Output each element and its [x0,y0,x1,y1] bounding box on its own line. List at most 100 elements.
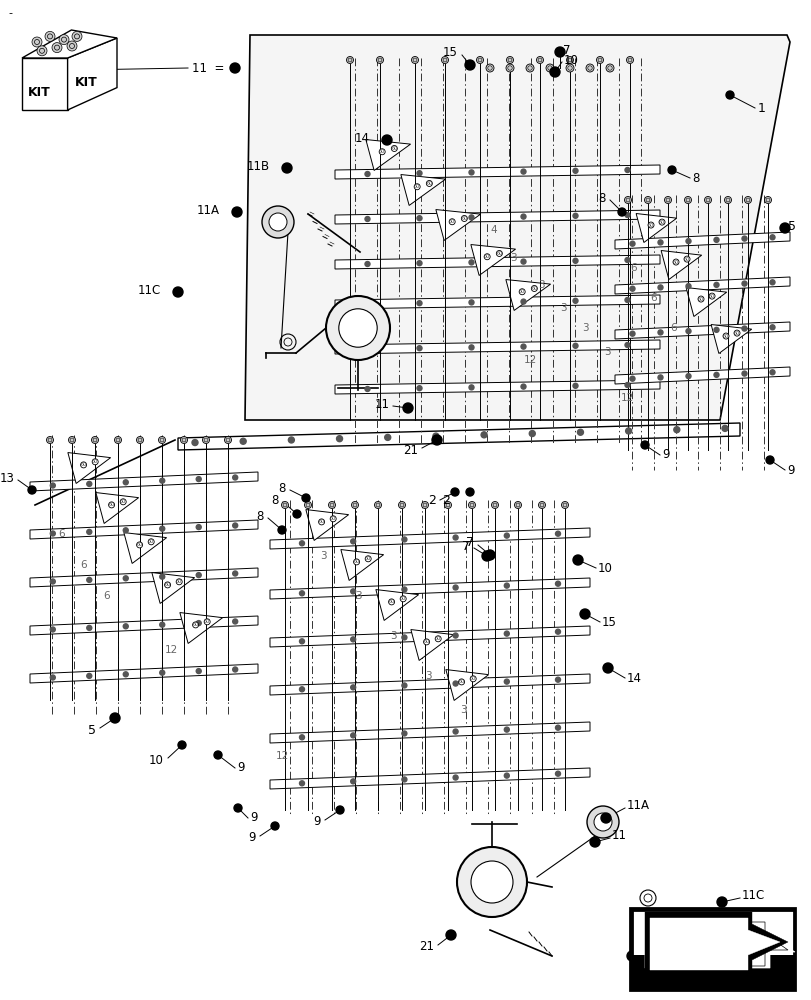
Circle shape [506,57,513,64]
Circle shape [191,440,198,446]
Circle shape [504,727,508,732]
Circle shape [417,301,422,306]
Circle shape [136,436,144,444]
Circle shape [713,237,718,242]
Circle shape [401,683,406,688]
Circle shape [232,207,242,217]
Text: 3: 3 [460,705,466,715]
Circle shape [299,687,304,692]
Text: 9: 9 [786,464,793,477]
Circle shape [741,326,746,331]
Circle shape [411,57,418,64]
Circle shape [365,261,370,266]
Circle shape [160,526,165,531]
Polygon shape [335,210,659,224]
Circle shape [123,624,128,629]
Circle shape [573,555,582,565]
Text: 8: 8 [278,482,285,494]
Circle shape [482,551,491,561]
Circle shape [453,535,457,540]
Circle shape [469,385,474,390]
Circle shape [46,436,54,444]
Circle shape [504,679,508,684]
Text: 9: 9 [248,831,255,844]
Circle shape [626,951,636,961]
Circle shape [624,257,629,262]
Circle shape [713,327,718,332]
Circle shape [521,259,526,264]
Circle shape [304,502,311,508]
Circle shape [573,258,577,263]
Text: 15: 15 [601,615,616,629]
Circle shape [233,667,238,672]
Polygon shape [366,140,410,170]
Circle shape [555,725,560,730]
Circle shape [741,371,746,376]
Circle shape [722,333,728,339]
Circle shape [713,282,718,287]
Text: 3: 3 [603,347,610,357]
Text: 12: 12 [165,645,178,655]
Text: 60: 60 [496,251,502,256]
Circle shape [214,751,221,759]
Circle shape [685,329,690,334]
Circle shape [769,370,774,375]
Text: 3: 3 [320,551,326,561]
Circle shape [426,180,431,186]
Text: 60: 60 [435,636,440,641]
Circle shape [596,57,603,64]
Circle shape [504,631,508,636]
Polygon shape [178,423,739,450]
Circle shape [262,206,294,238]
Circle shape [624,428,631,434]
Circle shape [529,431,534,437]
Circle shape [299,541,304,546]
Circle shape [37,46,47,56]
Text: 60: 60 [722,334,728,339]
Circle shape [521,384,526,389]
Circle shape [277,526,285,534]
Circle shape [505,64,513,72]
Text: 5: 5 [787,220,795,232]
Circle shape [624,196,631,204]
Circle shape [350,539,355,544]
Circle shape [109,502,114,508]
Text: 11A: 11A [626,799,649,812]
Circle shape [271,822,279,830]
Polygon shape [614,322,789,339]
Circle shape [555,629,560,634]
Circle shape [704,196,710,204]
Circle shape [629,286,634,291]
Circle shape [624,382,629,387]
Text: 8: 8 [691,172,698,185]
Text: 60: 60 [470,676,476,681]
Text: 60: 60 [391,146,397,151]
Text: 60: 60 [458,679,464,684]
Circle shape [365,556,371,562]
Polygon shape [710,325,751,353]
Circle shape [624,213,629,218]
Circle shape [365,347,370,352]
Circle shape [353,559,359,565]
Circle shape [545,64,553,72]
Circle shape [573,343,577,348]
Circle shape [299,639,304,644]
Text: -: - [8,8,12,18]
Circle shape [526,64,534,72]
Circle shape [685,239,690,244]
Circle shape [123,528,128,533]
Circle shape [685,374,690,379]
Text: 60: 60 [426,181,432,186]
Circle shape [52,43,62,53]
Circle shape [723,196,731,204]
Circle shape [325,296,389,360]
Circle shape [318,519,324,525]
Text: 60: 60 [353,559,359,564]
Text: 60: 60 [120,499,127,504]
Text: 11A: 11A [197,204,220,217]
Circle shape [240,438,246,444]
Circle shape [293,510,301,518]
Polygon shape [644,920,794,968]
Text: 6: 6 [103,591,109,601]
Text: 11  =: 11 = [191,62,224,75]
